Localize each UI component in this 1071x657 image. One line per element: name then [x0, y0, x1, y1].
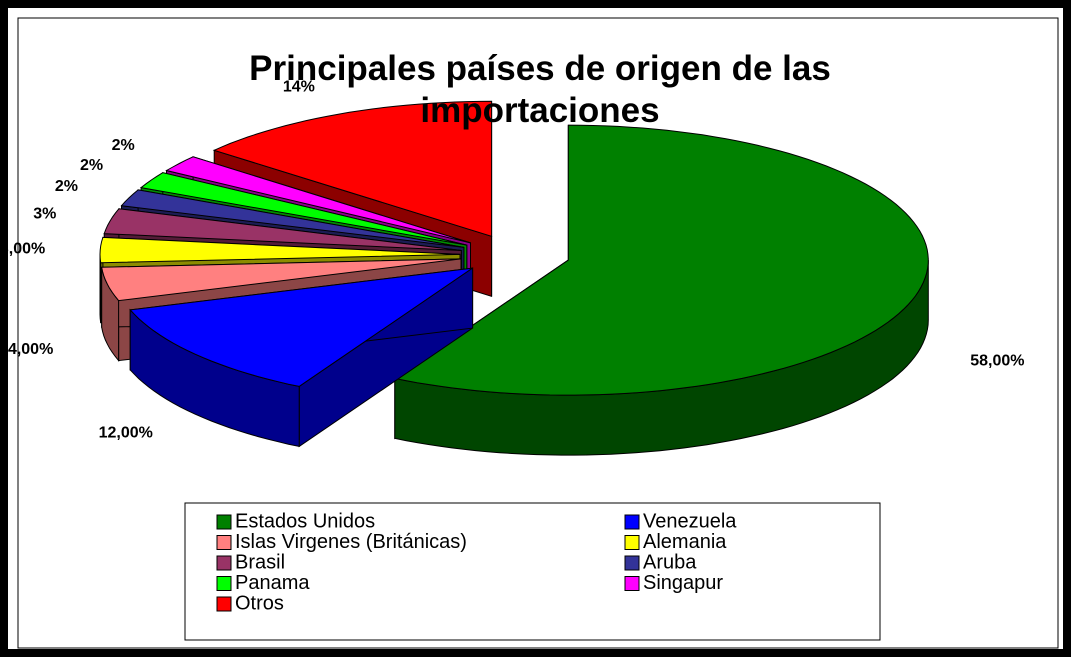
slice: [101, 258, 462, 302]
legend-swatch: [216, 596, 232, 612]
legend-swatch: [216, 555, 232, 571]
legend-swatch: [624, 535, 640, 550]
slice: [393, 124, 929, 396]
legend-swatch: [216, 576, 232, 591]
data-label: 4,00%: [8, 341, 53, 358]
data-label: 2%: [55, 178, 78, 195]
data-label: 3%: [33, 206, 56, 223]
slice-wall: [99, 254, 102, 323]
legend-swatch: [624, 576, 640, 591]
legend-label: Otros: [235, 592, 284, 614]
legend-swatch: [216, 535, 232, 550]
legend-label: Singapur: [643, 572, 723, 594]
slice: [129, 267, 473, 387]
data-label: 58,00%: [970, 352, 1024, 369]
legend-label: Panama: [235, 572, 310, 594]
data-label: 3,00%: [0, 240, 45, 257]
data-label: 12,00%: [99, 425, 153, 442]
legend-swatch: [624, 555, 640, 571]
legend-label: Brasil: [235, 551, 285, 573]
legend-swatch: [624, 514, 640, 530]
data-label: 14%: [283, 78, 315, 95]
slice: [165, 156, 471, 244]
slice: [212, 100, 493, 237]
data-label: 2%: [80, 157, 103, 174]
legend-label: Islas Virgenes (Británicas): [235, 531, 467, 553]
legend-swatch: [216, 514, 232, 530]
slice: [99, 236, 461, 264]
legend-label: Venezuela: [643, 510, 737, 532]
chart-title: Principales países de origen de las impo…: [249, 49, 831, 130]
data-label: 2%: [112, 137, 135, 154]
slice: [103, 208, 462, 251]
legend-label: Aruba: [643, 551, 697, 573]
legend-label: Estados Unidos: [235, 510, 375, 532]
slice: [139, 172, 467, 246]
legend-label: Alemania: [643, 531, 727, 553]
slice: [120, 189, 464, 248]
legend-box: [184, 502, 881, 641]
